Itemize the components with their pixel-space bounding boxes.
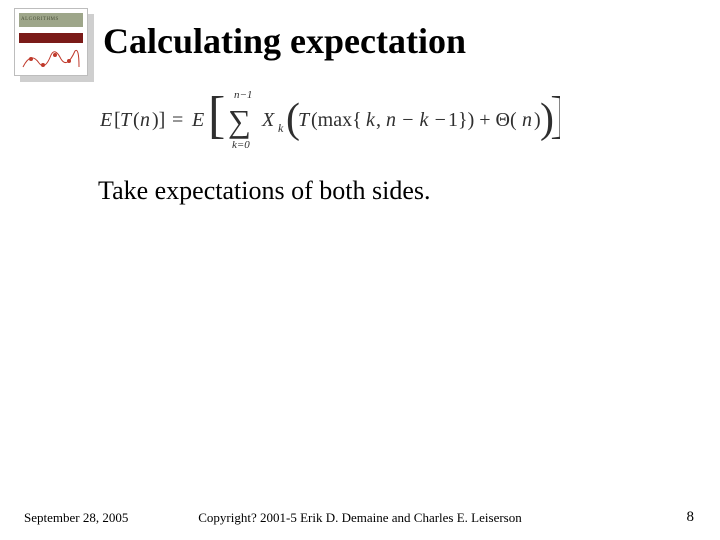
svg-text:[: [ <box>208 87 225 144</box>
book-icon: ALGORITHMS <box>14 8 92 80</box>
book-splat-icon <box>21 45 81 71</box>
formula: E [ T ( n )] = E [ n−1 ∑ k=0 X k ( <box>100 86 560 152</box>
book-top-text: ALGORITHMS <box>21 17 59 22</box>
book-mid-band <box>19 33 83 43</box>
footer-page-number: 8 <box>687 509 695 526</box>
svg-text:k: k <box>366 109 376 131</box>
svg-text:T: T <box>120 109 133 131</box>
svg-text:T: T <box>298 109 311 131</box>
svg-text:k=0: k=0 <box>232 139 250 151</box>
svg-text:]: ] <box>550 87 560 144</box>
book-top-band: ALGORITHMS <box>19 13 83 27</box>
svg-text:n − k −: n − k − <box>386 109 447 131</box>
svg-text:(max{: (max{ <box>311 109 362 131</box>
svg-text:=: = <box>172 109 183 131</box>
svg-text:E: E <box>191 109 204 131</box>
svg-text:n: n <box>522 109 532 131</box>
slide: ALGORITHMS Calculating expectation E [ T… <box>0 0 720 540</box>
body-text: Take expectations of both sides. <box>98 176 430 206</box>
svg-text:,: , <box>376 109 381 131</box>
footer-copyright: Copyright? 2001-5 Erik D. Demaine and Ch… <box>0 510 720 526</box>
slide-title: Calculating expectation <box>103 20 466 62</box>
svg-text:X: X <box>261 109 275 131</box>
svg-text:)]: )] <box>152 109 165 131</box>
svg-text:∑: ∑ <box>228 103 251 139</box>
svg-text:1}) + Θ(: 1}) + Θ( <box>448 109 517 131</box>
svg-text:(: ( <box>133 109 140 131</box>
svg-text:E: E <box>100 109 112 131</box>
book-cover: ALGORITHMS <box>14 8 88 76</box>
formula-svg: E [ T ( n )] = E [ n−1 ∑ k=0 X k ( <box>100 86 560 152</box>
svg-text:n: n <box>140 109 150 131</box>
svg-text:n−1: n−1 <box>234 89 252 101</box>
svg-text:k: k <box>278 121 284 135</box>
